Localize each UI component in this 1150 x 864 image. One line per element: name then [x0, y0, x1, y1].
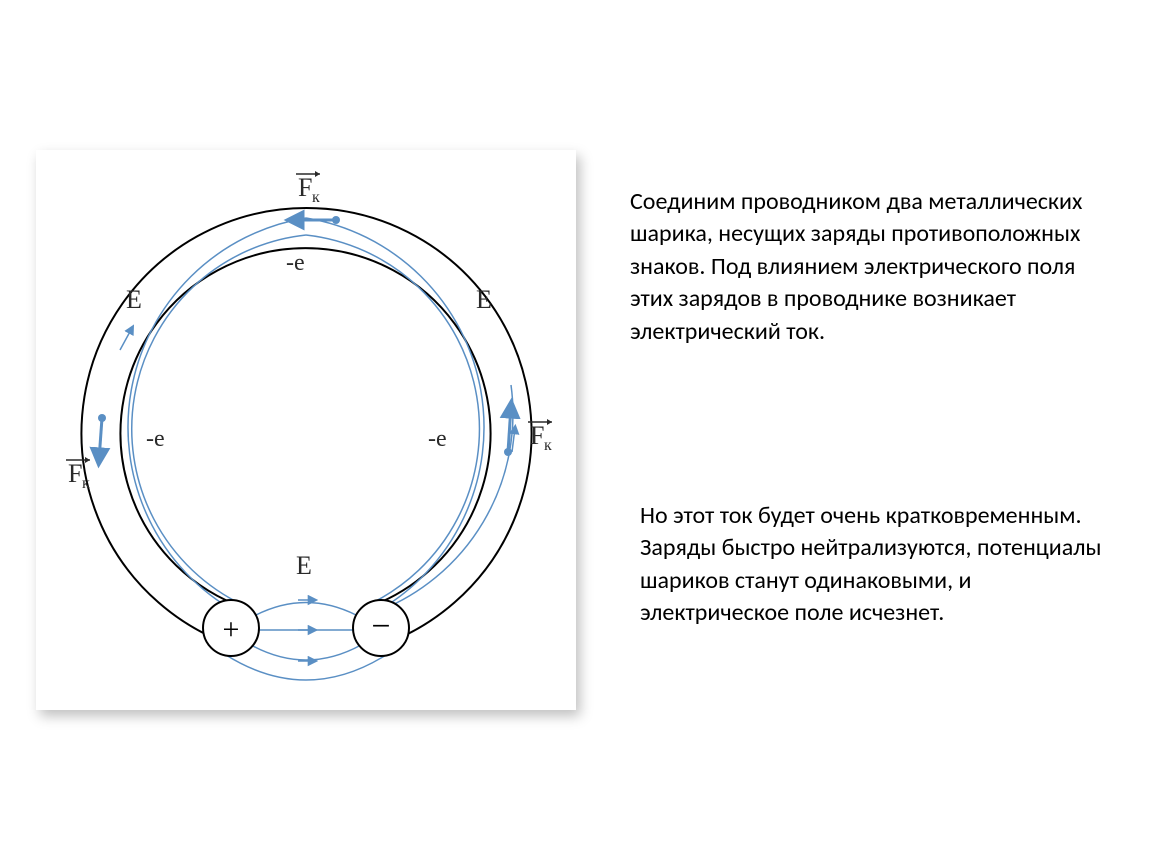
svg-text:к: к — [312, 189, 320, 206]
force-arrow-left — [99, 418, 102, 460]
label-e-left: -e — [146, 426, 165, 452]
svg-text:F: F — [530, 421, 544, 450]
electron-dot-right — [504, 448, 512, 456]
svg-text:F: F — [68, 459, 82, 488]
field-line-right-inner — [306, 235, 479, 605]
label-Fk-top: F к — [296, 171, 320, 206]
paragraph-1: Соединим проводником два металлических ш… — [630, 186, 1110, 348]
label-e-right: -e — [428, 426, 447, 452]
label-Fk-right: F к — [528, 419, 552, 454]
field-line-left-outer — [128, 218, 306, 612]
label-Fk-left: F к — [66, 457, 90, 492]
physics-diagram: + − F к F к F к — [36, 150, 576, 710]
field-line-left-inner — [132, 235, 306, 605]
svg-text:к: к — [82, 475, 90, 492]
terminal-minus-label: − — [371, 608, 390, 645]
page-root: + − F к F к F к — [0, 0, 1150, 864]
terminal-plus-label: + — [223, 613, 240, 646]
paragraph-2: Но этот ток будет очень кратковременным.… — [640, 500, 1120, 630]
svg-text:F: F — [298, 173, 312, 202]
electron-dot-left — [98, 414, 106, 422]
svg-text:к: к — [544, 437, 552, 454]
label-E-bottom: E — [296, 551, 312, 580]
field-line-right-outer-seg — [376, 385, 513, 612]
electron-dot-top — [332, 216, 340, 224]
field-line-bottom-4 — [226, 655, 386, 680]
label-e-top: -e — [286, 250, 305, 276]
arrow-upper-left — [120, 328, 132, 350]
label-E-right: E — [476, 285, 492, 314]
field-line-right-outer — [306, 218, 484, 612]
label-E-left: E — [126, 285, 142, 314]
field-line-bottom-1 — [256, 603, 356, 616]
diagram-card: + − F к F к F к — [36, 150, 576, 710]
field-line-bottom-3 — [251, 645, 361, 660]
